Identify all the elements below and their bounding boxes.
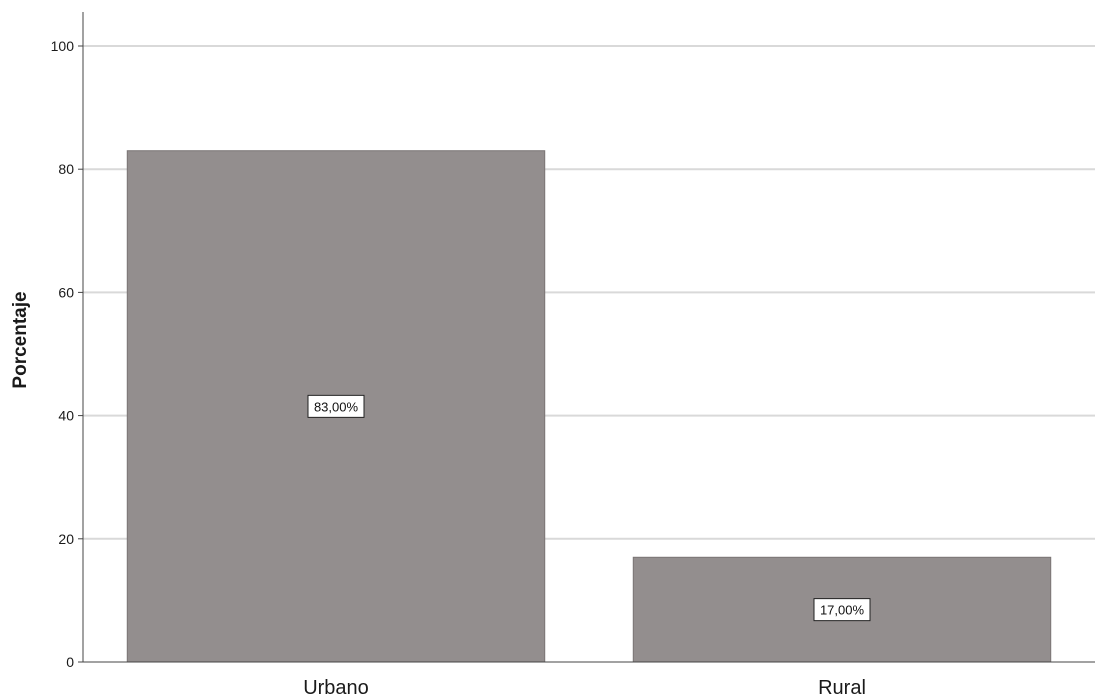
data-label-text: 83,00%: [314, 399, 359, 414]
y-tick-label: 40: [58, 408, 74, 424]
y-axis-title: Porcentaje: [10, 291, 31, 388]
y-tick-label: 60: [58, 284, 74, 300]
data-labels: 83,00% 17,00%: [307, 394, 871, 622]
y-tick-labels: 0 20 40 60 80 100: [51, 38, 75, 670]
x-category-label: Rural: [818, 677, 866, 699]
data-label-box: [307, 394, 365, 418]
data-label-text: 17,00%: [820, 603, 865, 618]
data-label: 83,00%: [307, 394, 365, 418]
axes: [82, 12, 1095, 663]
x-category-labels: Urbano Rural: [303, 677, 866, 699]
y-tick-label: 100: [51, 38, 75, 54]
bars: [126, 150, 1052, 663]
y-tick-label: 80: [58, 161, 74, 177]
data-label-box: [813, 598, 871, 622]
y-tick-label: 0: [66, 654, 74, 670]
data-label: 17,00%: [813, 598, 871, 622]
y-tick-label: 20: [58, 531, 74, 547]
x-category-label: Urbano: [303, 677, 369, 699]
